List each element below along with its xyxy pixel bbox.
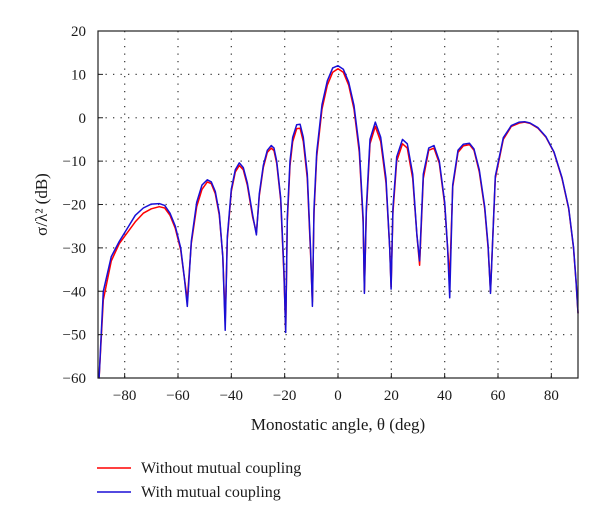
legend-label-with-coupling: With mutual coupling (141, 484, 281, 501)
y-tick-label: 20 (71, 24, 86, 40)
grid (98, 31, 578, 378)
y-axis-title: σ/λ² (dB) (32, 173, 51, 236)
y-tick-label: −10 (63, 154, 86, 170)
x-tick-label: −60 (166, 388, 189, 404)
x-tick-label: 60 (491, 388, 506, 404)
x-tick-label: −20 (273, 388, 296, 404)
series-line-1 (98, 64, 579, 379)
x-axis-title: Monostatic angle, θ (deg) (251, 415, 425, 434)
y-tick-label: −60 (63, 371, 86, 387)
x-tick-label: −80 (113, 388, 136, 404)
y-tick-label: 10 (71, 67, 86, 83)
y-tick-label: −20 (63, 198, 86, 214)
y-tick-label: −30 (63, 241, 86, 257)
x-tick-label: 40 (437, 388, 452, 404)
y-tick-label: −40 (63, 284, 86, 300)
x-tick-label: 0 (334, 388, 342, 404)
plot-lines (98, 64, 579, 379)
x-tick-label: 20 (384, 388, 399, 404)
legend-label-without-coupling: Without mutual coupling (141, 460, 301, 477)
y-tick-label: 0 (79, 111, 87, 127)
axis-ticks (98, 30, 552, 379)
y-tick-label: −50 (63, 328, 86, 344)
x-tick-label: −40 (220, 388, 243, 404)
tick-labels: −80 −60 −40 −20 0 20 40 60 80 −60 −50 −40 −30 −20 −10 0… (63, 24, 559, 404)
x-tick-label: 80 (544, 388, 559, 404)
legend: Without mutual coupling With mutual coup… (97, 460, 301, 501)
